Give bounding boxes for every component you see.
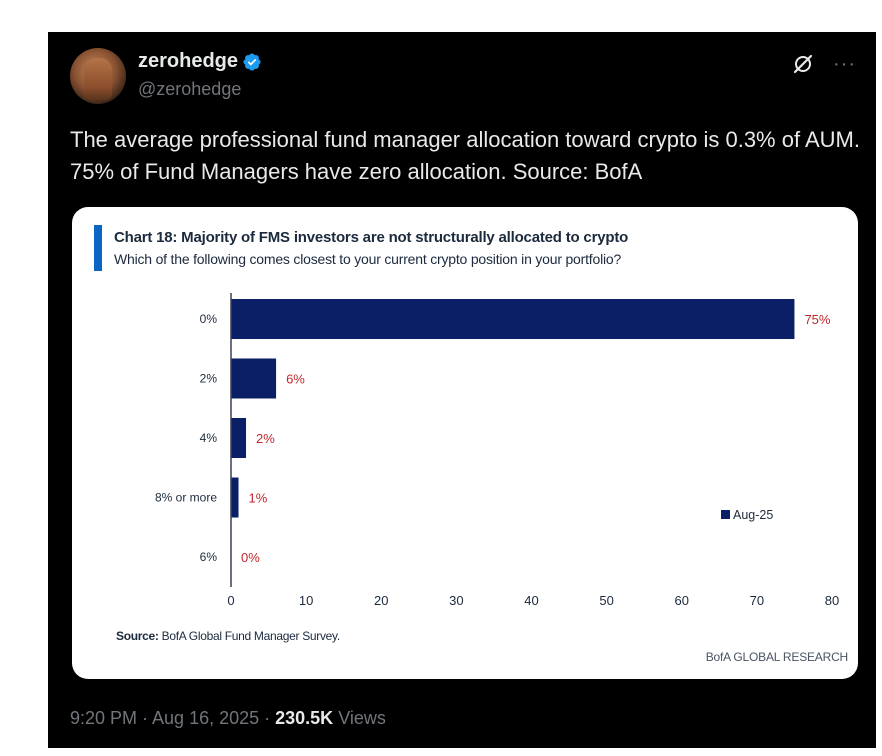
chart-source: Source: BofA Global Fund Manager Survey.: [116, 629, 340, 643]
legend-swatch: [721, 510, 730, 519]
bar: [231, 477, 239, 518]
bar: [231, 358, 277, 399]
display-name[interactable]: zerohedge: [138, 50, 239, 72]
bar: [231, 299, 795, 339]
x-tick-label: 10: [299, 593, 313, 608]
category-label: 0%: [200, 312, 218, 326]
x-tick-label: 40: [524, 593, 538, 608]
title-accent-bar: [94, 225, 102, 271]
x-tick-label: 60: [675, 593, 689, 608]
grok-icon[interactable]: [791, 52, 815, 76]
x-tick-label: 50: [599, 593, 613, 608]
author-row: zerohedge: [138, 50, 262, 73]
chart-image-card[interactable]: Chart 18: Majority of FMS investors are …: [72, 207, 858, 679]
avatar[interactable]: [70, 48, 126, 104]
tweet-meta: 9:20 PM · Aug 16, 2025 · 230.5K Views: [70, 708, 386, 729]
bar-chart: 0% 75% 2% 6% 4% 2% 8% or more 1% 6% 0% 0 10 20 30 40 50…: [155, 293, 839, 608]
x-tick-label: 70: [750, 593, 764, 608]
data-label: 75%: [804, 312, 830, 327]
data-label: 1%: [249, 491, 268, 506]
views-label: Views: [333, 708, 386, 728]
meta-separator: ·: [259, 708, 276, 728]
verified-badge-icon: [243, 52, 261, 71]
category-label: 8% or more: [155, 491, 217, 505]
category-label: 2%: [200, 372, 218, 386]
tweet: zerohedge @zerohedge ··· The average pro…: [48, 32, 876, 748]
legend-label: Aug-25: [733, 508, 773, 522]
chart-brand: BofA GLOBAL RESEARCH: [705, 650, 848, 664]
x-tick-label: 80: [825, 593, 839, 608]
data-label: 0%: [241, 550, 260, 565]
handle[interactable]: @zerohedge: [138, 79, 242, 99]
x-tick-label: 0: [227, 593, 234, 608]
source-text: BofA Global Fund Manager Survey.: [158, 629, 341, 643]
chart-title: Chart 18: Majority of FMS investors are …: [114, 229, 629, 246]
chart-subtitle: Which of the following comes closest to …: [114, 251, 622, 267]
more-options-icon[interactable]: ···: [833, 53, 856, 75]
x-tick-label: 30: [449, 593, 463, 608]
category-label: 6%: [200, 550, 218, 564]
data-label: 6%: [286, 372, 305, 387]
data-label: 2%: [256, 431, 275, 446]
bar: [231, 418, 247, 458]
source-label: Source:: [116, 629, 159, 643]
tweet-text: The average professional fund manager al…: [70, 127, 860, 184]
x-tick-label: 20: [374, 593, 388, 608]
tweet-actions: ···: [791, 52, 856, 76]
views-count[interactable]: 230.5K: [275, 708, 334, 728]
category-label: 4%: [200, 431, 218, 445]
timestamp[interactable]: 9:20 PM · Aug 16, 2025: [70, 708, 260, 728]
